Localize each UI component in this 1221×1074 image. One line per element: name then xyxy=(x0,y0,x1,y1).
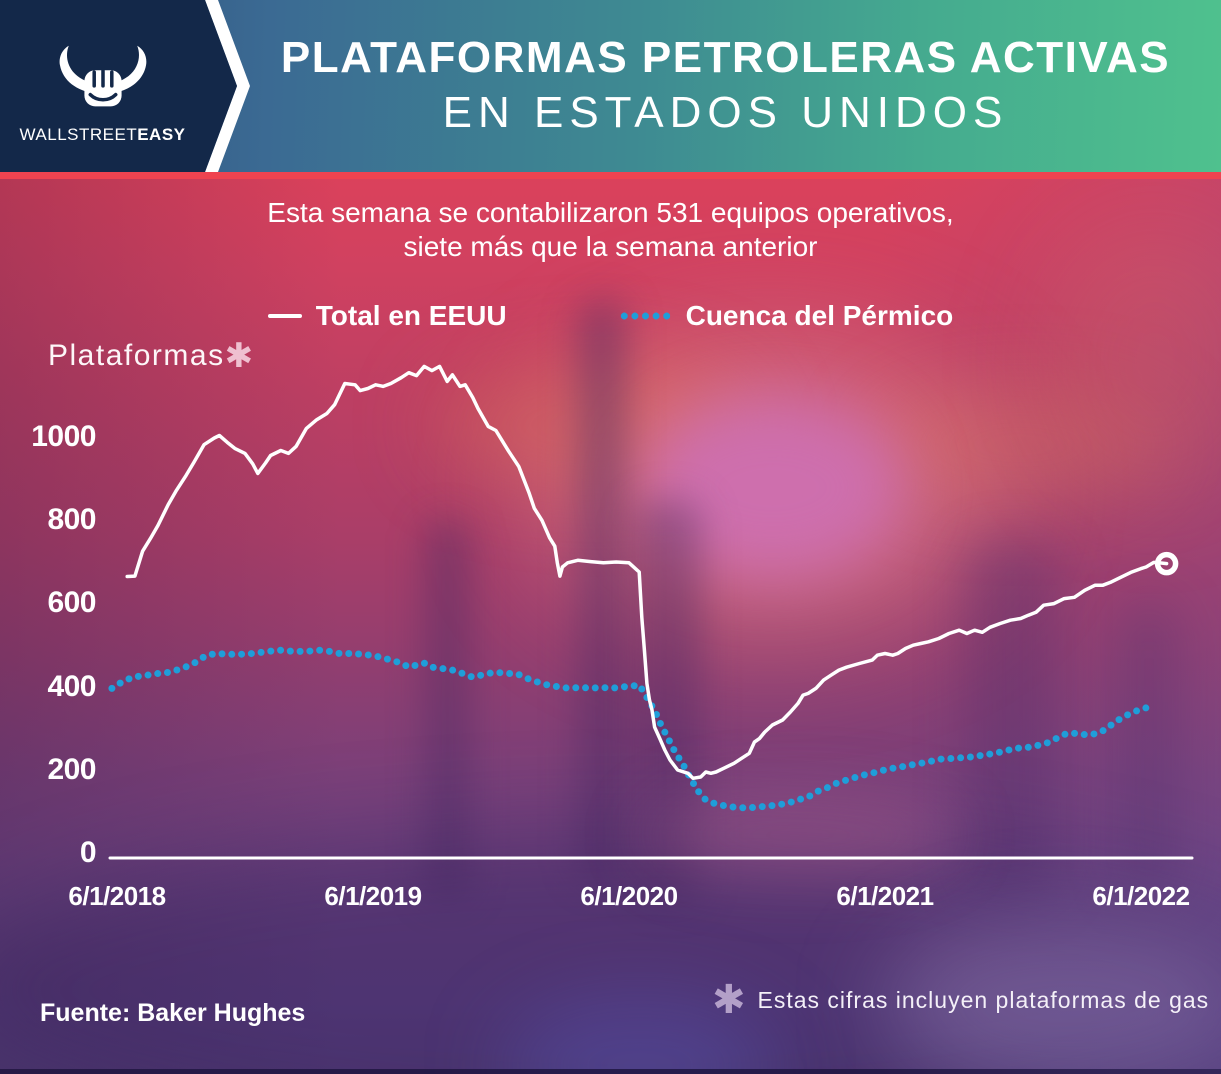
dotted-line-swatch-icon xyxy=(618,312,672,320)
page-title: PLATAFORMAS PETROLERAS ACTIVAS EN ESTADO… xyxy=(235,0,1216,172)
footnote: ✱ Estas cifras incluyen plataformas de g… xyxy=(712,980,1209,1020)
y-tick-label-1000: 1000 xyxy=(31,420,96,453)
x-tick-label-6-1-2020: 6/1/2020 xyxy=(580,881,678,911)
title-line-2: EN ESTADOS UNIDOS xyxy=(442,88,1009,137)
footnote-text: Estas cifras incluyen plataformas de gas xyxy=(757,986,1210,1013)
chart-subtitle: Esta semana se contabilizaron 531 equipo… xyxy=(0,196,1221,263)
brand-logo: WALLSTREETEASY xyxy=(0,0,205,176)
total-eeuu-line xyxy=(125,364,1169,781)
y-axis-title-text: Plataformas xyxy=(48,339,225,372)
y-tick-label-0: 0 xyxy=(79,836,97,869)
header-banner: WALLSTREETEASY PLATAFORMAS PETROLERAS AC… xyxy=(0,0,1221,172)
chart-legend: Total en EEUU Cuenca del Pérmico xyxy=(0,300,1221,332)
asterisk-note-icon: ✱ xyxy=(712,978,746,1022)
legend-item-total: Total en EEUU xyxy=(267,300,507,332)
brand-wordmark: WALLSTREETEASY xyxy=(19,125,186,144)
y-tick-label-200: 200 xyxy=(47,752,96,786)
asterisk-icon: ✱ xyxy=(224,337,255,375)
y-axis-title: Plataformas✱ xyxy=(48,336,255,376)
x-tick-label-6-1-2021: 6/1/2021 xyxy=(836,881,934,911)
subtitle-line-1: Esta semana se contabilizaron 531 equipo… xyxy=(267,197,954,228)
source-credit: Fuente: Baker Hughes xyxy=(40,999,306,1027)
subtitle-line-2: siete más que la semana anterior xyxy=(403,230,818,262)
title-line-1: PLATAFORMAS PETROLERAS ACTIVAS xyxy=(280,33,1171,83)
permico-dotted-line xyxy=(108,646,1158,812)
y-tick-label-600: 600 xyxy=(47,586,96,620)
legend-item-permico: Cuenca del Pérmico xyxy=(618,300,954,332)
bull-fist-icon xyxy=(59,45,146,107)
legend-label-permico: Cuenca del Pérmico xyxy=(685,300,954,331)
red-accent-strip xyxy=(0,172,1221,179)
latest-point-marker xyxy=(1154,551,1179,576)
x-tick-label-6-1-2019: 6/1/2019 xyxy=(324,881,422,911)
y-tick-label-800: 800 xyxy=(47,503,96,537)
x-tick-label-6-1-2018: 6/1/2018 xyxy=(68,881,166,911)
legend-label-total: Total en EEUU xyxy=(315,300,507,331)
solid-line-swatch-icon xyxy=(267,314,302,318)
x-tick-label-6-1-2022: 6/1/2022 xyxy=(1092,881,1190,911)
y-tick-label-400: 400 xyxy=(47,669,96,703)
